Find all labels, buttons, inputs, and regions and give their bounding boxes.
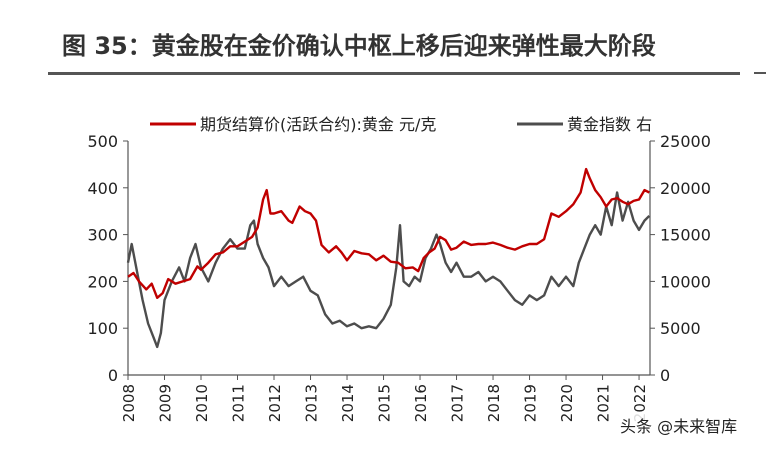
chart-axes: 0100200300400500050001000015000200002500…: [87, 132, 710, 422]
right-tick-label: 20000: [660, 179, 711, 198]
gold-index-line: [126, 191, 651, 349]
left-tick-label: 300: [87, 226, 118, 245]
legend-label: 黄金指数 右: [567, 115, 652, 134]
watermark: 头条 @未来智库: [616, 412, 742, 438]
left-tick-label: 100: [87, 319, 118, 338]
x-tick-label: 2011: [230, 384, 248, 422]
x-tick-label: 2008: [120, 384, 138, 422]
chart-legend: 期货结算价(活跃合约):黄金 元/克 黄金指数 右: [150, 115, 652, 134]
x-tick-label: 2016: [412, 384, 430, 422]
gold-futures-line: [127, 167, 650, 299]
x-tick-label: 2021: [595, 384, 613, 422]
x-tick-label: 2020: [558, 384, 576, 422]
left-tick-label: 400: [87, 179, 118, 198]
left-tick-label: 200: [87, 272, 118, 291]
right-tick-label: 5000: [660, 319, 701, 338]
left-tick-label: 500: [87, 132, 118, 151]
right-tick-label: 25000: [660, 132, 711, 151]
x-tick-label: 2015: [376, 384, 394, 422]
x-tick-label: 2019: [522, 384, 540, 422]
x-tick-label: 2014: [339, 384, 357, 422]
x-tick-label: 2010: [193, 384, 211, 422]
x-tick-label: 2009: [157, 384, 175, 422]
right-tick-label: 10000: [660, 272, 711, 291]
chart-series: [126, 167, 651, 349]
x-tick-label: 2017: [449, 384, 467, 422]
right-tick-label: 15000: [660, 226, 711, 245]
legend-label: 期货结算价(活跃合约):黄金 元/克: [200, 115, 436, 134]
x-tick-label: 2013: [303, 384, 321, 422]
figure-title: 图 35：黄金股在金价确认中枢上移后迎来弹性最大阶段: [62, 32, 656, 60]
x-tick-label: 2018: [485, 384, 503, 422]
title-rule-end: [754, 72, 766, 74]
title-rule: [48, 72, 740, 75]
x-tick-label: 2012: [266, 384, 284, 422]
right-tick-label: 0: [660, 366, 670, 385]
left-tick-label: 0: [108, 366, 118, 385]
